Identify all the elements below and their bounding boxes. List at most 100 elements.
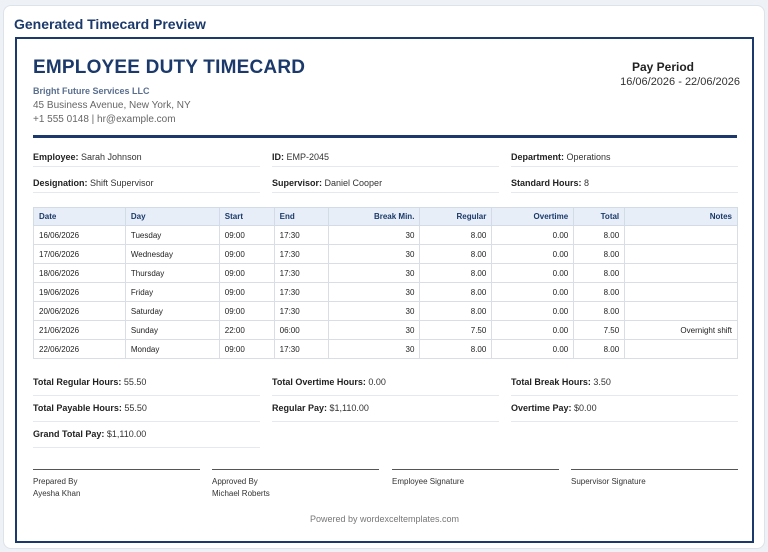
cell-regular: 7.50 [419, 320, 493, 340]
cell-total: 8.00 [573, 301, 626, 321]
col-regular: Regular [419, 207, 493, 226]
preview-panel: Generated Timecard Preview EMPLOYEE DUTY… [3, 5, 765, 549]
col-notes: Notes [624, 207, 738, 226]
cell-regular: 8.00 [419, 225, 493, 245]
cell-day: Saturday [124, 301, 220, 321]
total-regular-label: Total Regular Hours: [33, 377, 122, 387]
cell-date: 16/06/2026 [33, 225, 126, 245]
cell-end: 17:30 [273, 282, 329, 302]
total-payable-hours: Total Payable Hours: 55.50 [33, 396, 260, 422]
cell-regular: 8.00 [419, 301, 493, 321]
cell-overtime: 0.00 [491, 282, 575, 302]
cell-overtime: 0.00 [491, 320, 575, 340]
company-name: Bright Future Services LLC [33, 86, 150, 96]
designation-value: Shift Supervisor [90, 178, 154, 188]
employee-label: Employee: [33, 152, 79, 162]
table-row: 20/06/2026 Saturday 09:00 17:30 30 8.00 0.00 8.… [33, 301, 738, 321]
supervisor-label: Supervisor: [272, 178, 323, 188]
table-row: 22/06/2026 Monday 09:00 17:30 30 8.00 0.00 8.00 [33, 339, 738, 359]
prepared-by-name: Ayesha Khan [33, 489, 81, 498]
total-break-value: 3.50 [593, 377, 611, 387]
supervisor-value: Daniel Cooper [324, 178, 383, 188]
timecard-document: EMPLOYEE DUTY TIMECARD Bright Future Ser… [15, 37, 754, 543]
designation-label: Designation: [33, 178, 88, 188]
cell-break: 30 [327, 282, 421, 302]
cell-regular: 8.00 [419, 263, 493, 283]
approved-by-signature: Approved By Michael Roberts [212, 469, 379, 500]
col-date: Date [33, 207, 126, 226]
cell-day: Wednesday [124, 244, 220, 264]
total-payable-value: 55.50 [124, 403, 147, 413]
col-start: Start [218, 207, 275, 226]
cell-date: 17/06/2026 [33, 244, 126, 264]
cell-break: 30 [327, 244, 421, 264]
employee-value: Sarah Johnson [81, 152, 142, 162]
table-row: 16/06/2026 Tuesday 09:00 17:30 30 8.00 0.00 8.0… [33, 225, 738, 245]
cell-end: 17:30 [273, 339, 329, 359]
cell-notes [624, 282, 738, 302]
col-day: Day [124, 207, 220, 226]
company-contact: +1 555 0148 | hr@example.com [33, 114, 176, 125]
table-row: 17/06/2026 Wednesday 09:00 17:30 30 8.00 0.00 8… [33, 244, 738, 264]
total-regular-value: 55.50 [123, 377, 147, 387]
cell-overtime: 0.00 [491, 225, 575, 245]
cell-notes [624, 339, 738, 359]
total-payable-label: Total Payable Hours: [33, 403, 122, 413]
employee-signature: Employee Signature [392, 469, 559, 488]
footer-credit: Powered by wordexceltemplates.com [309, 514, 460, 524]
table-row: 18/06/2026 Thursday 09:00 17:30 30 8.00 0.00 8.… [33, 263, 738, 283]
cell-notes: Overnight shift [624, 320, 738, 340]
prepared-by-signature: Prepared By Ayesha Khan [33, 469, 200, 500]
department-label: Department: [511, 152, 565, 162]
header-divider [33, 135, 737, 138]
overtime-pay: Overtime Pay: $0.00 [511, 396, 738, 422]
cell-start: 09:00 [218, 301, 275, 321]
supervisor-field: Supervisor: Daniel Cooper [272, 167, 499, 193]
col-overtime: Overtime [491, 207, 575, 226]
company-address: 45 Business Avenue, New York, NY [33, 100, 191, 111]
cell-date: 22/06/2026 [33, 339, 126, 359]
cell-end: 17:30 [273, 244, 329, 264]
approved-by-name: Michael Roberts [212, 489, 270, 498]
cell-start: 22:00 [218, 320, 275, 340]
cell-overtime: 0.00 [491, 244, 575, 264]
department-value: Operations [566, 152, 611, 162]
supervisor-signature: Supervisor Signature [571, 469, 738, 488]
cell-day: Monday [124, 339, 220, 359]
approved-by-label: Approved By [212, 477, 258, 486]
cell-notes [624, 301, 738, 321]
table-row: 19/06/2026 Friday 09:00 17:30 30 8.00 0.00 8.00 [33, 282, 738, 302]
document-title: EMPLOYEE DUTY TIMECARD [33, 57, 306, 78]
pay-period-dates: 16/06/2026 - 22/06/2026 [620, 76, 740, 88]
cell-total: 8.00 [573, 282, 626, 302]
cell-day: Friday [124, 282, 220, 302]
grand-total-pay: Grand Total Pay: $1,110.00 [33, 422, 260, 448]
cell-notes [624, 263, 738, 283]
cell-end: 17:30 [273, 301, 329, 321]
id-value: EMP-2045 [286, 152, 330, 162]
cell-break: 30 [327, 339, 421, 359]
regular-pay: Regular Pay: $1,110.00 [272, 396, 499, 422]
regular-pay-value: $1,110.00 [329, 403, 369, 413]
cell-regular: 8.00 [419, 282, 493, 302]
cell-regular: 8.00 [419, 339, 493, 359]
cell-total: 8.00 [573, 339, 626, 359]
cell-break: 30 [327, 225, 421, 245]
cell-total: 8.00 [573, 244, 626, 264]
cell-end: 17:30 [273, 225, 329, 245]
cell-day: Tuesday [124, 225, 220, 245]
grand-total-label: Grand Total Pay: [33, 429, 105, 439]
standard-hours-label: Standard Hours: [511, 178, 582, 188]
overtime-pay-label: Overtime Pay: [511, 403, 572, 413]
timecard-table: Date Day Start End Break Min. Regular Ov… [33, 207, 738, 359]
cell-regular: 8.00 [419, 244, 493, 264]
cell-overtime: 0.00 [491, 263, 575, 283]
cell-total: 8.00 [573, 225, 626, 245]
cell-break: 30 [327, 301, 421, 321]
cell-end: 17:30 [273, 263, 329, 283]
cell-date: 19/06/2026 [33, 282, 126, 302]
cell-start: 09:00 [218, 282, 275, 302]
total-regular-hours: Total Regular Hours: 55.50 [33, 370, 260, 396]
regular-pay-label: Regular Pay: [272, 403, 328, 413]
cell-start: 09:00 [218, 244, 275, 264]
